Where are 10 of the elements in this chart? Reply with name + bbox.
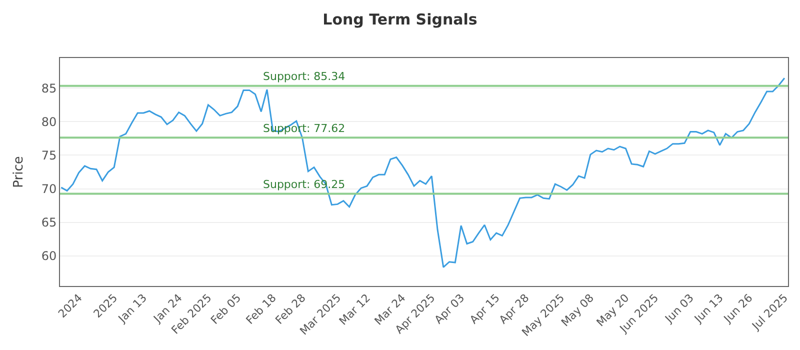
y-tick-label: 85: [41, 81, 57, 96]
y-tick-label: 65: [41, 215, 57, 230]
y-tick-label: 80: [41, 114, 57, 129]
y-tick-label: 70: [41, 182, 57, 196]
y-tick-label: 75: [41, 148, 57, 162]
x-tick-label: Jan 13: [115, 292, 150, 326]
ref-line-label: Support: 85.34: [263, 70, 346, 83]
y-axis-title: Price: [11, 156, 26, 188]
y-tick-label: 60: [41, 249, 57, 264]
chart-title: Long Term Signals: [322, 10, 478, 28]
